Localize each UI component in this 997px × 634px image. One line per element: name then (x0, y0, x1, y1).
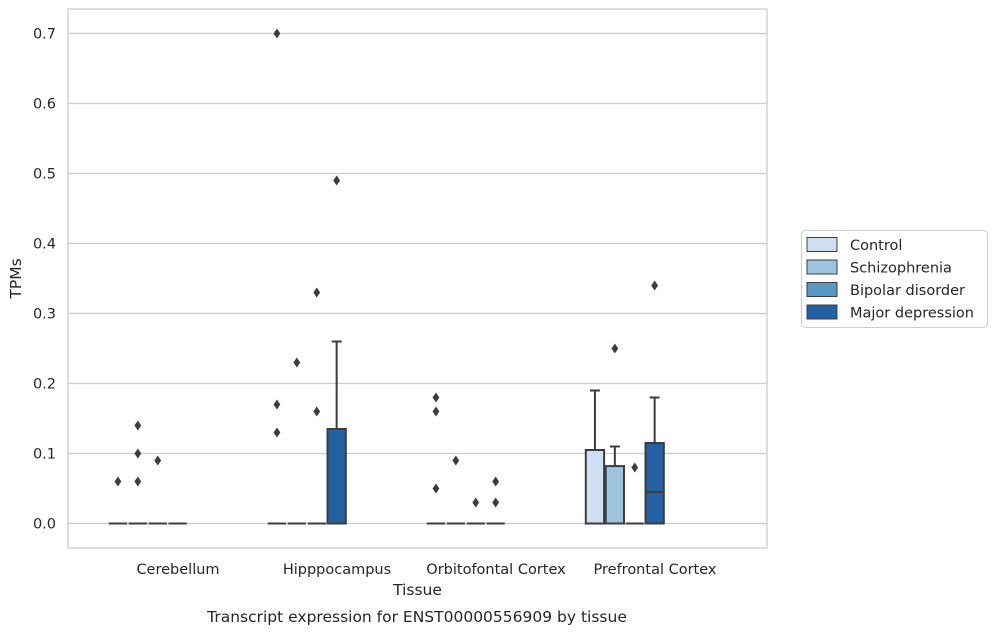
y-tick-label: 0.1 (33, 447, 56, 463)
x-tick-label: Orbitofontal Cortex (426, 562, 566, 578)
outlier-point (432, 483, 440, 494)
y-tick-labels: 0.0 0.1 0.2 0.3 0.4 0.5 0.6 0.7 (33, 27, 56, 533)
legend-label: Control (850, 238, 902, 254)
y-tick-label: 0.2 (33, 377, 56, 393)
y-tick-label: 0.3 (33, 307, 56, 323)
box-0-0 (108, 476, 128, 525)
box-0-1 (128, 420, 147, 525)
legend-label: Major depression (850, 306, 974, 322)
outlier-point (432, 392, 440, 403)
legend: Control Schizophrenia Bipolar disorder Majo… (801, 230, 988, 328)
box-2-0 (426, 392, 446, 525)
box-3-2 (625, 462, 644, 525)
outlier-point (273, 28, 281, 39)
box-groups (108, 28, 665, 525)
outlier-point (273, 427, 281, 438)
legend-label: Schizophrenia (850, 261, 952, 277)
x-axis-label: Tissue (392, 581, 442, 599)
outlier-point (333, 175, 341, 186)
y-axis-label: TPMs (7, 258, 25, 299)
box-body (326, 428, 347, 525)
outlier-point (134, 448, 142, 459)
legend-swatch (806, 304, 838, 320)
box-3-3 (644, 280, 665, 525)
x-tick-labels: Cerebellum Hipppocampus Orbitofontal Corte… (136, 562, 716, 578)
box-1-0 (267, 28, 287, 525)
y-tick-label: 0.5 (33, 167, 56, 183)
outlier-point (313, 406, 321, 417)
outlier-point (293, 357, 301, 368)
y-tick-label: 0.4 (33, 237, 56, 253)
outlier-point (134, 476, 142, 487)
x-tick-label: Prefrontal Cortex (594, 562, 717, 578)
box-2-2 (466, 497, 485, 525)
outlier-point (492, 476, 500, 487)
outlier-point (492, 497, 500, 508)
box-body (604, 465, 626, 525)
y-tick-label: 0.6 (33, 97, 56, 113)
y-tick-label: 0.7 (33, 27, 56, 43)
box-3-1 (604, 343, 626, 525)
box-2-1 (446, 455, 465, 525)
outlier-point (472, 497, 480, 508)
x-tick-label: Cerebellum (136, 562, 219, 578)
box-1-3 (326, 175, 347, 525)
legend-swatch (806, 259, 838, 275)
outlier-point (313, 287, 321, 298)
outlier-point (611, 343, 619, 354)
outlier-point (154, 455, 162, 466)
outlier-point (114, 476, 122, 487)
gridlines (68, 32, 767, 525)
x-tick-label: Hipppocampus (283, 562, 391, 578)
box-1-2 (307, 287, 326, 525)
box-0-2 (148, 455, 167, 525)
outlier-point (452, 455, 460, 466)
box-2-3 (486, 476, 505, 525)
box-body (584, 449, 606, 525)
plot-frame (67, 8, 768, 549)
outlier-point (134, 420, 142, 431)
legend-swatch (806, 237, 838, 252)
y-tick-label: 0.0 (33, 517, 56, 533)
outlier-point (651, 280, 659, 291)
box-1-1 (287, 357, 306, 525)
legend-frame (801, 230, 988, 328)
outlier-point (631, 462, 639, 473)
outlier-point (273, 399, 281, 410)
outlier-point (432, 406, 440, 417)
box-body (644, 442, 665, 525)
legend-label: Bipolar disorder (850, 283, 965, 299)
chart-caption: Transcript expression for ENST0000055690… (206, 608, 627, 626)
box-3-0 (584, 389, 606, 525)
legend-swatch (806, 282, 838, 297)
